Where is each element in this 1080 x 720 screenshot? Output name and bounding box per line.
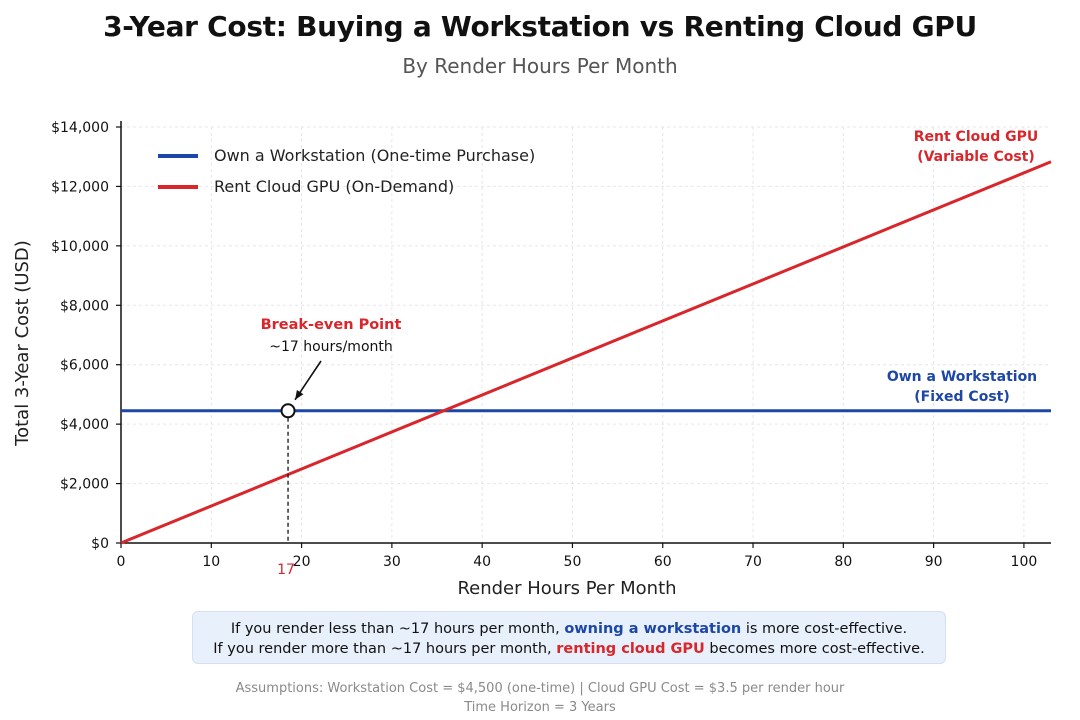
y-tick-label: $6,000 (60, 358, 109, 374)
y-tick-label: $10,000 (51, 239, 109, 255)
break-even-label: ~17 hours/month (269, 339, 393, 355)
y-tick-label: $4,000 (60, 417, 109, 433)
y-tick-label: $0 (91, 536, 109, 552)
axes: $0 $2,000 $4,000 $6,000 $8,000 $10,000 $12,000… (51, 120, 1051, 570)
callout-line2-post: becomes more cost-effective. (709, 641, 925, 657)
break-even-x-label: 17 (277, 562, 295, 578)
callout-line1-post: is more cost-effective. (745, 621, 908, 637)
legend: Own a Workstation (One-time Purchase) Re… (158, 140, 535, 202)
y-axis-label: Total 3-Year Cost (USD) (12, 240, 33, 447)
grid (121, 126, 1051, 543)
x-tick-label: 40 (473, 554, 491, 570)
legend-swatch-rent (158, 184, 198, 189)
rent-series-label-line1: Rent Cloud GPU (914, 129, 1038, 145)
y-tick-label: $14,000 (51, 120, 109, 136)
x-tick-label: 0 (117, 554, 126, 570)
legend-item-rent: Rent Cloud GPU (On-Demand) (158, 171, 535, 202)
y-tick-label: $8,000 (60, 298, 109, 314)
x-tick-label: 90 (925, 554, 943, 570)
break-even-title: Break-even Point (261, 317, 402, 333)
callout-line-2: If you render more than ~17 hours per mo… (193, 639, 945, 659)
callout-line1-highlight: owning a workstation (564, 621, 742, 637)
callout-line2-highlight: renting cloud GPU (556, 641, 705, 657)
legend-label-own: Own a Workstation (One-time Purchase) (214, 146, 536, 165)
x-tick-label: 70 (744, 554, 762, 570)
own-series-label-line2: (Fixed Cost) (914, 389, 1010, 405)
chart-title: 3-Year Cost: Buying a Workstation vs Ren… (103, 10, 977, 43)
assumptions-footnote: Assumptions: Workstation Cost = $4,500 (… (0, 679, 1080, 717)
footnote-line-2: Time Horizon = 3 Years (464, 700, 616, 715)
rent-series-label-line2: (Variable Cost) (917, 149, 1035, 165)
y-tick-label: $12,000 (51, 179, 109, 195)
x-tick-label: 80 (834, 554, 852, 570)
series (120, 160, 1052, 545)
annotations: 17 Break-even Point ~17 hours/month Rent Cl… (261, 129, 1039, 578)
legend-swatch-own (158, 153, 198, 158)
conclusion-callout: If you render less than ~17 hours per mo… (192, 611, 946, 664)
legend-item-own: Own a Workstation (One-time Purchase) (158, 140, 535, 171)
callout-line1-pre: If you render less than ~17 hours per mo… (230, 621, 560, 637)
chart-subtitle: By Render Hours Per Month (402, 54, 678, 78)
own-series-label-line1: Own a Workstation (887, 369, 1037, 385)
footnote-line-1: Assumptions: Workstation Cost = $4,500 (… (235, 681, 845, 696)
break-even-marker (280, 403, 296, 419)
series-line-rent (120, 160, 1052, 545)
x-tick-label: 10 (202, 554, 220, 570)
x-tick-label: 100 (1011, 554, 1038, 570)
x-tick-label: 30 (383, 554, 401, 570)
line-chart: $0 $2,000 $4,000 $6,000 $8,000 $10,000 $12,000… (12, 120, 1052, 599)
y-tick-label: $2,000 (60, 477, 109, 493)
break-even-arrowhead (295, 389, 304, 400)
x-axis-label: Render Hours Per Month (457, 578, 676, 599)
x-tick-label: 20 (293, 554, 311, 570)
legend-label-rent: Rent Cloud GPU (On-Demand) (214, 177, 455, 196)
x-tick-label: 60 (654, 554, 672, 570)
x-tick-label: 50 (564, 554, 582, 570)
callout-line-1: If you render less than ~17 hours per mo… (193, 619, 945, 639)
callout-line2-pre: If you render more than ~17 hours per mo… (213, 641, 552, 657)
